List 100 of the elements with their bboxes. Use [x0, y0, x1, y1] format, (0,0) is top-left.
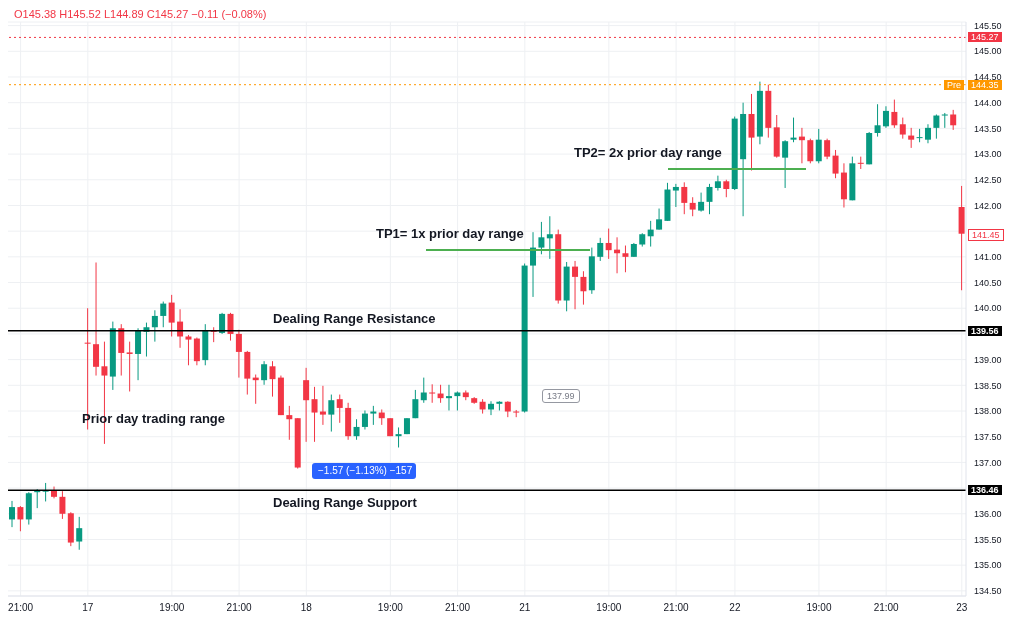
x-tick-label: 22 — [729, 602, 741, 614]
candlestick — [605, 228, 612, 260]
candlestick — [689, 196, 696, 217]
candlestick — [445, 384, 452, 411]
candlestick — [76, 516, 83, 551]
candlestick — [672, 183, 679, 208]
candlestick — [807, 138, 814, 164]
candlestick — [832, 149, 839, 179]
candlestick — [908, 127, 915, 149]
y-tick-label: 142.50 — [974, 174, 1002, 185]
candlestick — [815, 128, 822, 164]
y-tick-label: 134.50 — [974, 586, 1002, 597]
candlestick — [546, 215, 553, 260]
candlestick — [647, 220, 654, 248]
y-tick-label: 142.00 — [974, 200, 1002, 211]
candlestick — [135, 327, 142, 381]
candlestick — [59, 490, 66, 520]
candlestick — [882, 105, 889, 129]
candlestick — [824, 138, 831, 160]
candlestick — [748, 93, 755, 172]
candlestick — [93, 261, 100, 377]
ref-line-label: Dealing Range Resistance — [273, 310, 436, 326]
candlestick — [261, 360, 268, 386]
y-tick-label: 143.50 — [974, 123, 1002, 134]
candlestick — [311, 386, 318, 443]
candlestick — [916, 128, 923, 143]
y-tick-label: 140.50 — [974, 277, 1002, 288]
y-tick-label: 145.50 — [974, 20, 1002, 31]
candlestick — [924, 123, 931, 144]
annotation: TP2= 2x prior day range — [574, 145, 722, 160]
candlestick — [303, 367, 310, 443]
candlestick — [698, 192, 705, 213]
x-tick-label: 21:00 — [445, 602, 471, 614]
x-tick-label: 19:00 — [596, 602, 622, 614]
x-tick-label: 18 — [300, 602, 313, 614]
candlestick — [714, 175, 721, 192]
y-tick-label: 138.00 — [974, 406, 1002, 417]
x-tick-label: 21:00 — [873, 602, 900, 614]
candlestick — [933, 114, 940, 140]
annotation: −1.57 (−1.13%) −157 — [318, 465, 413, 477]
candlestick — [681, 181, 688, 215]
candlestick — [193, 337, 200, 366]
annotation: 141.45 — [968, 228, 1004, 241]
text: 144.35 — [968, 80, 1002, 90]
candlestick — [899, 117, 906, 140]
candlestick — [395, 426, 402, 448]
text: O145.38 H145.52 L144.89 C145.27 −0.11 (−0.08%) — [14, 8, 267, 20]
x-tick-label: 21:00 — [663, 602, 690, 614]
candlestick — [319, 385, 326, 426]
x-tick-label: 19:00 — [806, 602, 832, 614]
x-tick-label: 19:00 — [377, 602, 404, 614]
candlestick — [286, 405, 293, 441]
text: 139.56 — [968, 326, 1002, 336]
annotation: TP1= 1x prior day range — [376, 226, 524, 241]
candlestick — [185, 334, 192, 366]
candlestick — [950, 109, 957, 131]
y-tick-label: 144.00 — [974, 97, 1002, 108]
y-tick-label: 145.00 — [974, 46, 1002, 57]
y-tick-label: 136.00 — [974, 508, 1002, 519]
candlestick — [580, 270, 587, 306]
candlestick — [160, 301, 167, 328]
candlestick — [235, 329, 242, 379]
y-tick-label: 143.00 — [974, 149, 1002, 160]
y-tick-label: 135.00 — [974, 560, 1002, 571]
candlestick — [126, 341, 133, 392]
candlestick — [353, 418, 360, 441]
candlestick — [572, 260, 579, 310]
candlestick — [412, 389, 419, 419]
text: 136.46 — [968, 485, 1002, 495]
candlestick — [336, 394, 343, 424]
ref-line-label: Pre — [944, 79, 965, 90]
candlestick — [782, 139, 789, 189]
y-tick-label: 144.50 — [974, 72, 1002, 83]
x-tick-label: 23 — [956, 602, 968, 614]
x-tick-label: 21 — [519, 602, 531, 614]
candlestick — [622, 245, 629, 273]
candlestick — [538, 221, 545, 255]
y-tick-label: 139.00 — [974, 354, 1002, 365]
y-tick-label: 137.00 — [974, 457, 1002, 468]
y-tick-label: 137.50 — [974, 431, 1002, 442]
candlestick — [706, 183, 713, 215]
ref-line-label: Dealing Range Support — [273, 495, 417, 511]
candlestick — [597, 237, 604, 262]
candlestick — [168, 294, 175, 337]
candlestick — [17, 505, 24, 532]
candlestick — [370, 405, 377, 426]
x-tick-label: 17 — [82, 602, 94, 614]
candlestick — [269, 360, 276, 398]
y-tick-label: 140.00 — [974, 303, 1002, 314]
x-tick-label: 19:00 — [159, 602, 185, 614]
candlestick — [429, 383, 436, 404]
y-tick-label: 135.50 — [974, 534, 1002, 545]
candlestick — [328, 394, 335, 433]
x-tick-label: 21:00 — [226, 602, 253, 614]
candlestick — [790, 117, 797, 143]
y-tick-label: 141.00 — [974, 252, 1002, 263]
annotation: 137.99 — [542, 389, 580, 403]
candlestick — [151, 309, 158, 343]
candlestick — [227, 312, 234, 342]
candlestick — [874, 103, 881, 138]
